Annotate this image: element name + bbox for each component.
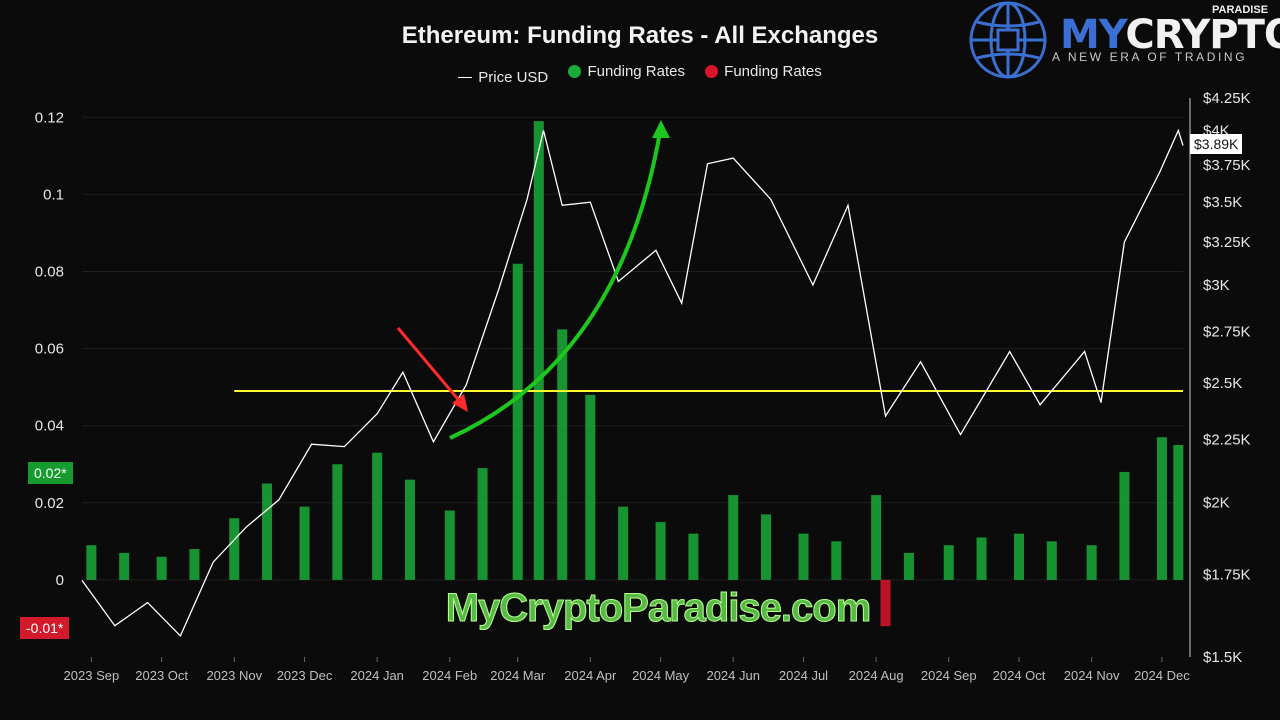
legend-label-price: Price USD bbox=[478, 69, 549, 86]
red-arrowhead bbox=[452, 394, 468, 412]
y-left-tick-label: 0.1 bbox=[43, 186, 64, 203]
red-dot-icon bbox=[705, 65, 719, 78]
chart-legend: Price USD Funding Rates Funding Rates bbox=[0, 63, 1280, 86]
funding-rate-bar bbox=[86, 545, 97, 580]
funding-rate-bar bbox=[332, 464, 343, 580]
funding-rate-bar bbox=[1156, 437, 1167, 580]
mycryptoparadise-logo: MYCRYPTO PARADISE A NEW ERA OF TRADING bbox=[966, 0, 1280, 80]
y-right-tick-label: $1.5K bbox=[1203, 649, 1242, 666]
funding-rate-bar bbox=[728, 495, 739, 580]
funding-rate-bar bbox=[156, 556, 167, 580]
y-right-tick-label: $2.25K bbox=[1203, 431, 1251, 448]
funding-rate-bar bbox=[477, 468, 488, 580]
y-right-tick-label: $2K bbox=[1203, 495, 1230, 512]
funding-rate-bar bbox=[1086, 545, 1097, 580]
funding-rate-bar bbox=[655, 522, 666, 580]
funding-rate-bar bbox=[444, 510, 455, 580]
legend-line-icon bbox=[458, 77, 473, 78]
funding-rate-bar bbox=[372, 452, 383, 580]
red-arrow-line bbox=[396, 327, 464, 405]
green-arrow-curve bbox=[449, 131, 662, 440]
funding-rate-bar bbox=[404, 479, 415, 580]
x-tick-label: 2024 Jun bbox=[706, 668, 760, 683]
globe-icon bbox=[969, 1, 1047, 79]
funding-rate-bar bbox=[976, 537, 987, 580]
funding-rate-bar bbox=[512, 263, 523, 580]
x-tick-label: 2024 Feb bbox=[422, 668, 477, 683]
x-tick-label: 2024 Apr bbox=[564, 668, 617, 683]
y-right-tick-label: $3.25K bbox=[1203, 234, 1251, 251]
funding-rate-bar bbox=[585, 394, 596, 580]
funding-rate-bar bbox=[119, 552, 130, 580]
price-line bbox=[81, 128, 1184, 638]
y-left-tick-label: 0.06 bbox=[35, 341, 64, 358]
funding-rate-bar bbox=[557, 329, 568, 580]
y-left-tick-label: 0.02 bbox=[35, 495, 64, 512]
y-right-tick-label: $1.75K bbox=[1203, 566, 1251, 583]
x-tick-label: 2024 Sep bbox=[921, 668, 977, 683]
funding-rate-bar bbox=[189, 549, 200, 580]
funding-rate-bar bbox=[229, 518, 240, 580]
y-right-tick-label: $3.75K bbox=[1203, 157, 1251, 174]
x-tick-label: 2023 Dec bbox=[277, 668, 333, 683]
funding-rate-bar bbox=[798, 533, 809, 580]
x-tick-label: 2024 Oct bbox=[993, 668, 1046, 683]
current-funding-negative-badge: -0.01* bbox=[20, 617, 70, 639]
x-tick-label: 2023 Oct bbox=[135, 668, 188, 683]
x-tick-label: 2023 Sep bbox=[64, 668, 120, 683]
funding-rate-bar bbox=[533, 121, 544, 580]
x-tick-label: 2024 Jan bbox=[350, 668, 404, 683]
funding-rate-bar bbox=[262, 483, 273, 580]
watermark-text: MyCryptoParadise.com bbox=[445, 586, 872, 631]
green-dot-icon bbox=[568, 65, 582, 78]
current-price-badge: $3.89K bbox=[1190, 134, 1243, 154]
y-right-tick-label: $3K bbox=[1203, 277, 1230, 294]
x-tick-label: 2023 Nov bbox=[206, 668, 262, 683]
legend-item-price[interactable]: Price USD bbox=[458, 69, 548, 86]
funding-rate-bar bbox=[299, 506, 310, 580]
funding-rate-bar bbox=[1119, 471, 1130, 580]
x-tick-label: 2024 Jul bbox=[779, 668, 828, 683]
funding-rate-bar bbox=[943, 545, 954, 580]
logo-tagline: A NEW ERA OF TRADING bbox=[1052, 50, 1248, 64]
y-left-tick-label: 0.04 bbox=[35, 418, 64, 435]
legend-item-funding-negative[interactable]: Funding Rates bbox=[705, 63, 822, 80]
x-tick-label: 2024 May bbox=[632, 668, 690, 683]
y-right-tick-label: $2.5K bbox=[1203, 375, 1242, 392]
x-tick-label: 2024 Dec bbox=[1134, 668, 1190, 683]
y-right-tick-label: $2.75K bbox=[1203, 324, 1251, 341]
funding-rate-bar bbox=[1173, 444, 1184, 580]
legend-label-funding-negative: Funding Rates bbox=[724, 63, 822, 80]
funding-rate-bar bbox=[903, 552, 914, 580]
logo-paradise-text: PARADISE bbox=[1212, 4, 1269, 16]
x-tick-label: 2024 Aug bbox=[849, 668, 904, 683]
funding-rate-bar bbox=[618, 506, 629, 580]
x-tick-label: 2024 Mar bbox=[490, 668, 546, 683]
funding-rate-bar bbox=[871, 495, 882, 580]
y-left-tick-label: 0 bbox=[56, 572, 64, 589]
logo-wordmark: MYCRYPTO bbox=[1060, 12, 1280, 58]
legend-label-funding-positive: Funding Rates bbox=[587, 63, 685, 80]
current-funding-positive-badge: 0.02* bbox=[28, 462, 73, 484]
funding-rate-bar bbox=[880, 579, 891, 627]
funding-rate-bar bbox=[831, 541, 842, 580]
funding-rate-bar bbox=[1046, 541, 1057, 580]
x-tick-label: 2024 Nov bbox=[1064, 668, 1120, 683]
funding-rate-bar bbox=[1014, 533, 1025, 580]
funding-rate-bar bbox=[688, 533, 699, 580]
y-left-tick-label: 0.12 bbox=[35, 109, 64, 126]
green-arrowhead bbox=[652, 120, 670, 138]
funding-rate-bar bbox=[761, 514, 772, 580]
y-right-tick-label: $4.25K bbox=[1203, 90, 1251, 107]
legend-item-funding-positive[interactable]: Funding Rates bbox=[568, 63, 685, 80]
y-left-tick-label: 0.08 bbox=[35, 263, 64, 280]
y-right-tick-label: $3.5K bbox=[1203, 194, 1242, 211]
chart-title: Ethereum: Funding Rates - All Exchanges bbox=[401, 22, 879, 49]
